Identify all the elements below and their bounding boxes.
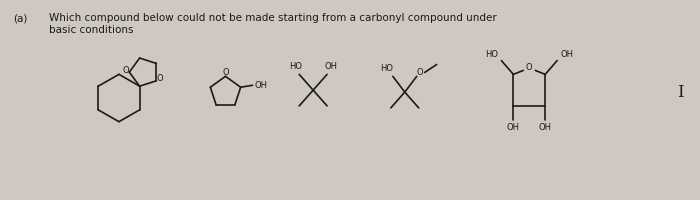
Text: OH: OH — [539, 123, 552, 132]
Text: HO: HO — [380, 64, 393, 73]
Text: basic conditions: basic conditions — [49, 25, 134, 35]
Text: HO: HO — [288, 62, 302, 71]
Text: OH: OH — [561, 50, 573, 59]
Text: I: I — [678, 84, 684, 101]
Text: O: O — [222, 68, 229, 77]
Text: HO: HO — [485, 50, 498, 59]
Text: OH: OH — [325, 62, 337, 71]
Text: OH: OH — [507, 123, 520, 132]
Text: O: O — [156, 74, 162, 83]
Text: O: O — [526, 63, 533, 72]
Text: OH: OH — [254, 81, 267, 90]
Text: (a): (a) — [13, 13, 28, 23]
Text: O: O — [123, 66, 130, 75]
Text: O: O — [416, 68, 423, 77]
Text: Which compound below could not be made starting from a carbonyl compound under: Which compound below could not be made s… — [49, 13, 497, 23]
